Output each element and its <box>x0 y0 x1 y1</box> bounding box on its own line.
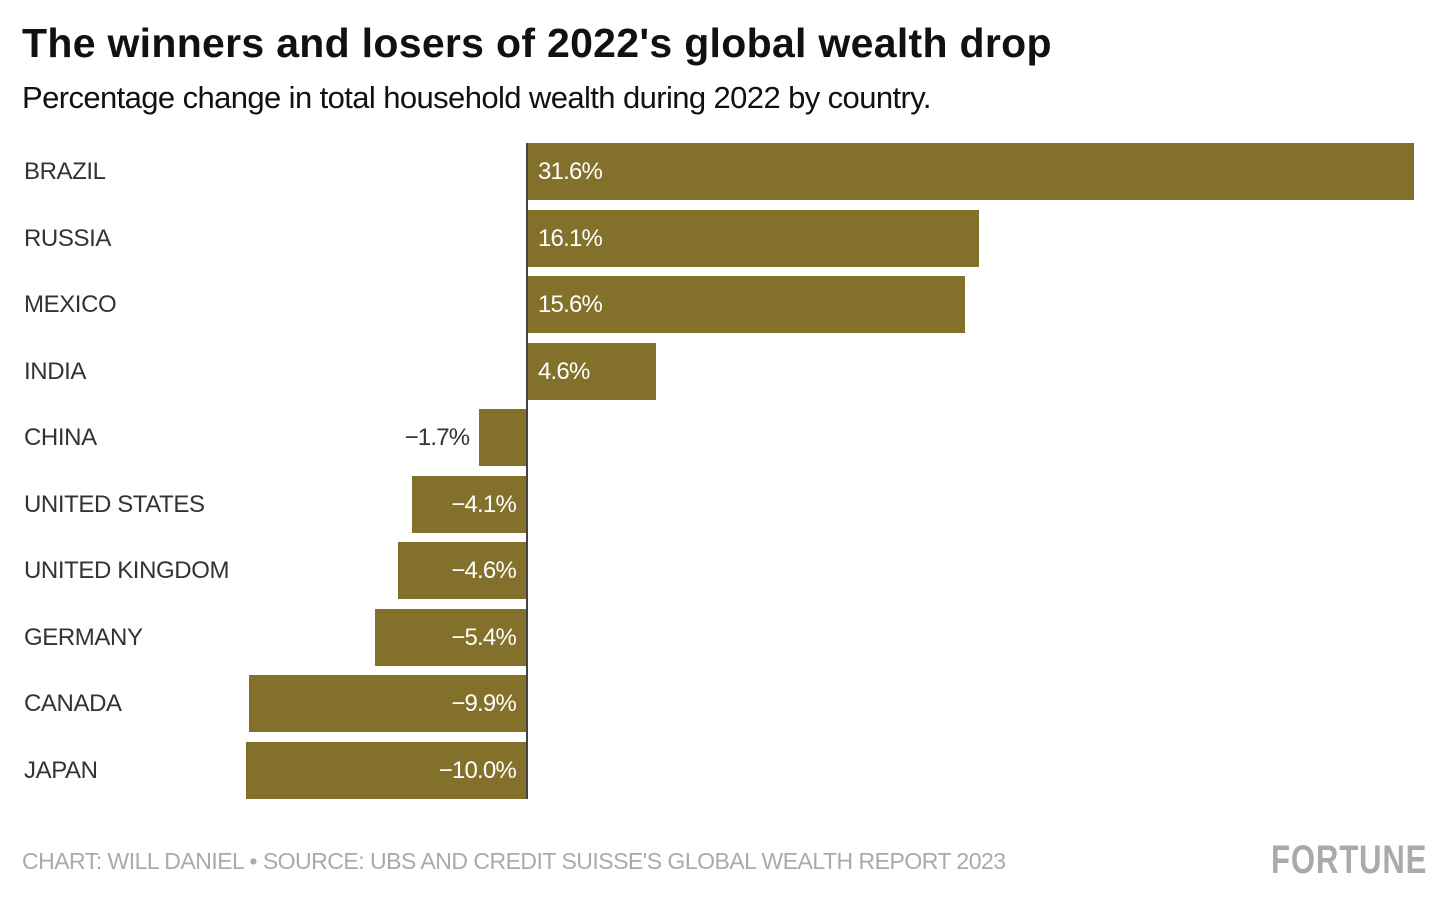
category-label: INDIA <box>24 357 87 385</box>
bar <box>527 209 979 267</box>
data-label: 4.6% <box>538 357 590 385</box>
data-label: −5.4% <box>451 623 517 651</box>
bar <box>527 276 965 334</box>
category-label: GERMANY <box>24 623 143 651</box>
bar <box>411 475 527 533</box>
data-label: −10.0% <box>438 756 517 784</box>
source-note: CHART: WILL DANIEL • SOURCE: UBS AND CRE… <box>22 848 1006 874</box>
bar <box>375 608 527 666</box>
chart-subtitle: Percentage change in total household wea… <box>22 80 931 115</box>
fortune-logo: FORTUNE <box>1271 838 1428 882</box>
data-label: −4.6% <box>451 557 517 585</box>
chart-title: The winners and losers of 2022's global … <box>22 20 1052 66</box>
category-label: CANADA <box>24 690 122 718</box>
category-label: RUSSIA <box>24 224 111 252</box>
bar <box>397 542 527 600</box>
data-label: −4.1% <box>451 490 517 518</box>
bar <box>479 409 527 467</box>
category-label: MEXICO <box>24 291 117 319</box>
data-label: 31.6% <box>538 158 603 185</box>
zero-line <box>526 143 528 799</box>
bar <box>246 741 527 799</box>
data-label: −1.7% <box>404 424 471 452</box>
bar <box>527 342 657 400</box>
bar <box>249 675 527 733</box>
category-label: CHINA <box>24 424 97 452</box>
category-label: UNITED STATES <box>24 490 205 518</box>
data-label: −9.9% <box>451 690 517 718</box>
category-label: JAPAN <box>24 756 98 784</box>
data-label: 16.1% <box>538 224 603 252</box>
data-label: 15.6% <box>538 291 603 319</box>
category-label: UNITED KINGDOM <box>24 557 230 585</box>
category-label: BRAZIL <box>24 158 106 185</box>
bar <box>527 143 1414 200</box>
